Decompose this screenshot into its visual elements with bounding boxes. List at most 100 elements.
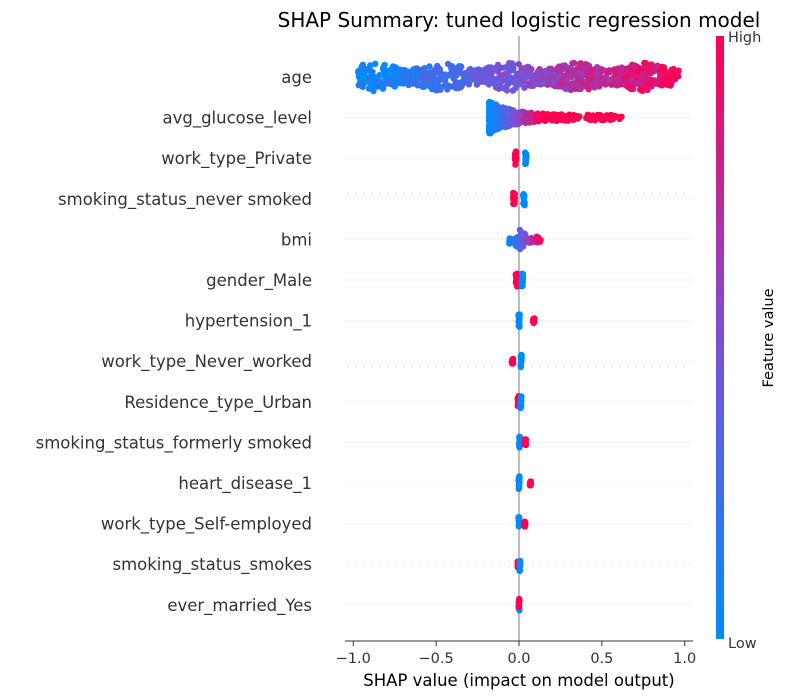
- shap-point: [496, 83, 503, 91]
- shap-point: [579, 80, 586, 87]
- shap-point: [508, 119, 515, 126]
- shap-point: [535, 80, 542, 88]
- feature-labels: age avg_glucose_level work_type_Privatesmo…: [36, 68, 312, 616]
- colorbar-title: Feature value: [761, 288, 777, 387]
- shap-point: [636, 65, 644, 72]
- colorbar-low-label: Low: [728, 636, 757, 652]
- shap-point: [654, 62, 661, 69]
- shap-point: [521, 230, 528, 237]
- shap-point: [516, 478, 523, 485]
- shap-point: [613, 70, 620, 77]
- shap-point: [486, 124, 493, 131]
- feature-label: heart_disease_1: [178, 474, 312, 494]
- shap-point: [674, 73, 682, 80]
- shap-point: [433, 77, 441, 84]
- shap-point: [577, 85, 584, 93]
- shap-point: [674, 68, 681, 75]
- shap-point: [510, 79, 517, 86]
- shap-point: [406, 76, 413, 83]
- shap-point: [534, 236, 541, 244]
- shap-point: [629, 68, 636, 76]
- shap-point: [425, 82, 432, 89]
- x-tick-label: 0.0: [507, 651, 530, 667]
- shap-point: [558, 111, 565, 118]
- shap-point: [501, 118, 509, 125]
- shap-point: [515, 322, 522, 330]
- feature-label: work_type_Self-employed: [101, 515, 312, 535]
- shap-point: [515, 112, 522, 119]
- shap-point: [501, 70, 509, 78]
- shap-point: [653, 78, 661, 85]
- x-tick-label: 1.0: [673, 651, 696, 667]
- feature-row: [515, 473, 534, 493]
- x-axis-label: SHAP value (impact on model output): [363, 671, 674, 690]
- shap-point: [366, 84, 373, 92]
- shap-point: [571, 85, 578, 93]
- feature-row: [510, 189, 528, 209]
- shap-point: [557, 78, 564, 85]
- shap-point: [516, 81, 523, 88]
- shap-point: [510, 200, 517, 208]
- shap-point: [371, 80, 378, 88]
- x-tick-label: −0.5: [419, 651, 454, 667]
- shap-point: [391, 83, 398, 90]
- shap-point: [534, 68, 541, 76]
- shap-point: [535, 117, 543, 125]
- shap-point: [476, 70, 484, 77]
- shap-point: [647, 82, 655, 90]
- chart-title: SHAP Summary: tuned logistic regression …: [278, 8, 761, 32]
- shap-point: [515, 233, 523, 240]
- feature-row: [508, 351, 525, 371]
- shap-point: [521, 439, 529, 447]
- shap-point: [520, 192, 527, 199]
- feature-label: smoking_status_never smoked: [58, 190, 312, 210]
- shap-point: [466, 66, 473, 74]
- feature-label: gender_Male: [206, 271, 312, 291]
- feature-label: Residence_type_Urban: [124, 393, 312, 413]
- shap-point: [522, 160, 529, 168]
- x-tick-label: 0.5: [590, 651, 613, 667]
- shap-point: [541, 72, 548, 79]
- x-ticks: −1.0 −0.5 0.0 0.5 1.0: [336, 641, 696, 667]
- shap-point: [515, 72, 522, 80]
- shap-point: [521, 523, 529, 530]
- shap-point: [518, 357, 525, 365]
- feature-label: hypertension_1: [185, 312, 312, 332]
- shap-point: [517, 398, 525, 405]
- shap-point: [511, 190, 518, 198]
- x-tick-label: −1.0: [336, 651, 371, 667]
- shap-point: [668, 70, 675, 77]
- feature-row: [512, 270, 527, 290]
- shap-point: [588, 113, 595, 120]
- feature-label: smoking_status_formerly smoked: [36, 433, 312, 453]
- shap-point: [512, 242, 520, 250]
- shap-point: [620, 74, 627, 81]
- shap-point: [581, 65, 588, 72]
- colorbar-high-label: High: [728, 30, 761, 46]
- shap-point: [569, 60, 576, 67]
- shap-point: [492, 76, 499, 83]
- shap-point: [385, 80, 392, 87]
- feature-label: smoking_status_smokes: [112, 555, 312, 575]
- shap-point: [574, 77, 581, 84]
- shap-point: [518, 281, 525, 289]
- feature-row: [514, 393, 525, 412]
- shap-point: [509, 87, 516, 94]
- shap-point: [465, 74, 472, 81]
- feature-label: work_type_Private: [161, 149, 312, 169]
- shap-point: [516, 314, 523, 321]
- shap-point: [565, 117, 572, 124]
- feature-row: [515, 595, 523, 614]
- shap-point: [512, 150, 519, 158]
- shap-point: [516, 443, 523, 450]
- shap-point: [585, 76, 593, 83]
- shap-point: [397, 66, 405, 74]
- shap-point: [356, 73, 363, 81]
- shap-point: [466, 79, 473, 86]
- shap-point: [589, 66, 596, 74]
- shap-point: [484, 72, 491, 79]
- shap-point: [545, 112, 552, 119]
- shap-point: [517, 404, 524, 412]
- shap-point: [516, 595, 523, 603]
- shap-point: [437, 86, 444, 93]
